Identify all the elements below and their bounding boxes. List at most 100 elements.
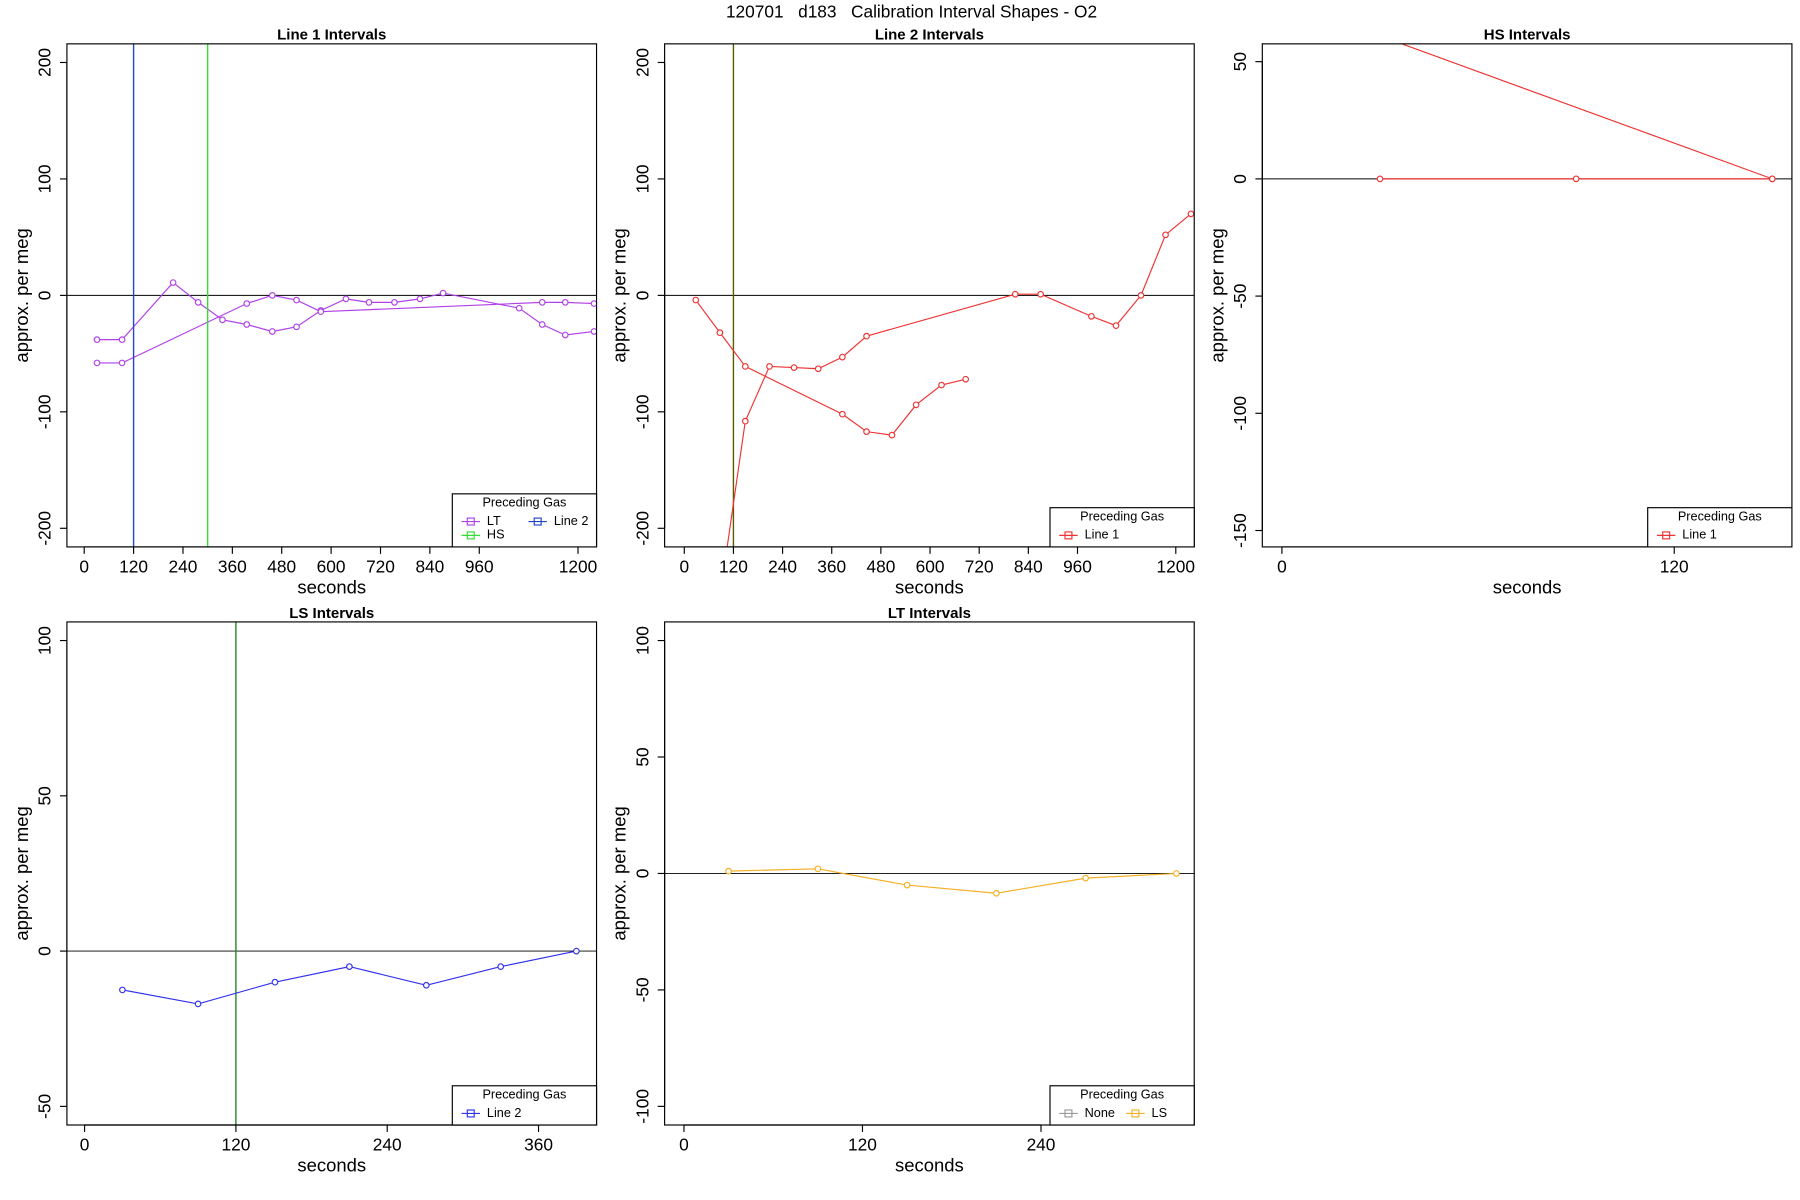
y-tick-label: -100 [1230,396,1250,431]
data-point [497,963,505,970]
legend-title: Preceding Gas [1080,1087,1164,1101]
data-point [194,1000,202,1008]
series-line [1400,43,1773,180]
x-tick-label: 240 [373,1134,402,1154]
y-tick-label: -200 [632,511,652,546]
y-tick-label: 0 [35,291,55,301]
legend-title: Preceding Gas [482,1087,566,1101]
data-point [814,865,822,873]
data-point [219,316,226,324]
data-point [416,295,424,303]
data-point [590,300,597,307]
series-line [726,213,1192,547]
data-point [118,359,126,367]
x-tick-label: 840 [1014,556,1043,576]
y-tick-label: -100 [632,1089,652,1124]
y-tick-label: 0 [632,291,652,301]
y-tick-label: 0 [35,946,55,956]
chart-title: LT Intervals [888,605,971,622]
legend-label: LS [1152,1106,1168,1120]
legend-box [451,493,598,548]
data-point [725,867,732,875]
data-point [1376,175,1384,183]
x-tick-label: 120 [719,556,748,576]
data-point [118,336,126,343]
data-point [1082,874,1089,882]
series-line [695,299,966,436]
data-point [515,304,523,312]
plot-area [66,621,597,1125]
x-tick-label: 1200 [559,556,597,576]
data-point [1112,322,1120,330]
x-tick-label: 480 [866,556,895,576]
data-point [346,963,353,970]
legend-title: Preceding Gas [1080,509,1164,523]
data-point [993,889,1000,897]
data-point [93,336,101,343]
series-line [96,281,595,341]
data-point [1572,175,1580,183]
legend-label: HS [487,528,505,542]
x-tick-label: 720 [366,556,395,576]
chart-title: Line 1 Intervals [277,27,386,44]
data-point [293,323,300,331]
legend-marker [1064,531,1073,540]
data-point [912,401,920,409]
y-tick-label: -100 [35,395,55,430]
x-axis-label: seconds [297,1154,366,1175]
data-point [1187,210,1195,218]
legend-box [1049,1085,1195,1126]
data-point [1088,312,1095,320]
x-tick-label: 0 [79,556,89,576]
y-axis-label: approx. per meg [609,806,630,940]
legend-title: Preceding Gas [1678,509,1762,523]
data-point [903,881,911,889]
data-point [741,363,749,370]
x-tick-label: 0 [80,1134,90,1154]
y-tick-label: 50 [1230,52,1250,71]
y-tick-label: 50 [35,786,55,805]
data-point [169,279,177,286]
x-tick-label: 360 [817,556,846,576]
legend-marker [533,517,542,526]
plot-area [66,43,597,547]
data-point [93,359,101,367]
x-tick-label: 120 [221,1134,250,1154]
data-point [317,308,325,316]
x-tick-label: 1200 [1157,556,1195,576]
y-tick-label: 100 [35,165,55,194]
y-axis-label: approx. per meg [1206,228,1227,362]
legend-box [1647,507,1793,548]
x-tick-label: 720 [965,556,994,576]
data-point [365,299,373,306]
x-tick-label: 120 [119,556,148,576]
x-tick-label: 480 [267,556,296,576]
data-point [538,321,546,328]
plot-area [1262,33,1792,183]
series-line [122,950,577,1005]
plot-area [664,865,1195,897]
y-tick-label: 0 [1230,174,1250,184]
data-point [538,299,546,306]
legend-box [451,1085,598,1126]
y-axis-label: approx. per meg [609,228,630,362]
data-point [1011,290,1019,298]
x-tick-label: 360 [524,1134,553,1154]
data-point [268,292,276,299]
legend-label: Line 1 [1682,528,1717,542]
x-tick-label: 120 [848,1134,877,1154]
x-tick-label: 0 [679,1134,689,1154]
y-tick-label: -50 [632,977,652,1002]
data-point [271,978,279,986]
chart-title: LS Intervals [289,605,374,622]
y-tick-label: -150 [1230,513,1250,548]
y-tick-label: 0 [632,869,652,879]
y-axis-label: approx. per meg [11,228,32,362]
y-tick-label: 100 [632,165,652,194]
y-tick-label: 200 [35,48,55,77]
data-point [1377,33,1383,39]
data-point [1162,231,1169,239]
legend-marker [1064,1109,1073,1118]
y-tick-label: 100 [632,626,652,655]
